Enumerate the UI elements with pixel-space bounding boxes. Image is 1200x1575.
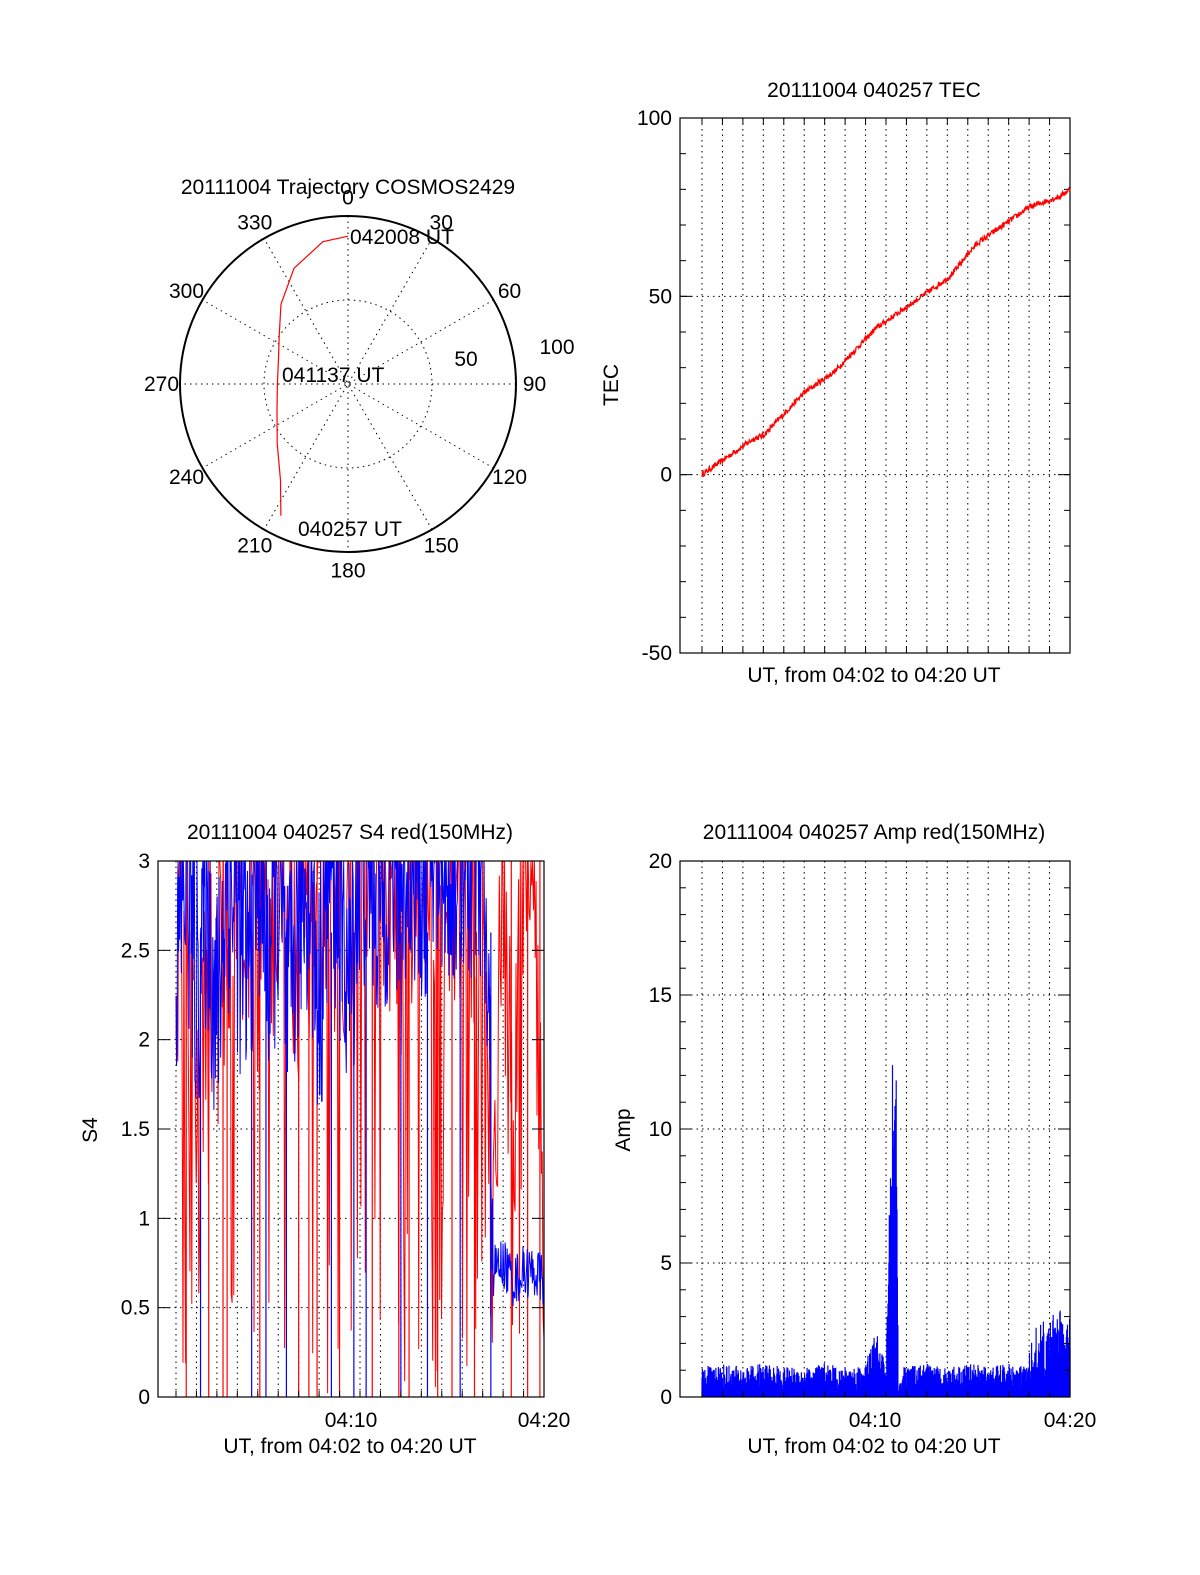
tec-panel: 20111004 040257 TEC -50 0 50 100 TEC UT, fr… <box>600 79 1071 687</box>
xtick-label: 04:10 <box>325 1409 378 1432</box>
tec-ticks <box>680 117 1071 654</box>
s4-ytick-labels: 0 0.5 1 1.5 2 2.5 3 <box>121 850 150 1409</box>
ytick-label: 15 <box>649 984 672 1007</box>
s4-xlabel: UT, from 04:02 to 04:20 UT <box>223 1435 476 1458</box>
tec-grid <box>680 118 1070 653</box>
polar-outer-circle <box>179 215 517 553</box>
ytick-label: 10 <box>649 1118 672 1141</box>
polar-annotation: 041137 UT <box>282 364 385 387</box>
polar-azimuth-label: 0 <box>342 187 354 210</box>
s4-xtick-labels: 04:10 04:20 <box>325 1409 571 1432</box>
polar-trajectory-line <box>276 235 349 516</box>
ytick-label: 0 <box>138 1386 150 1409</box>
ytick-label: 1.5 <box>121 1118 150 1141</box>
xtick-label: 04:10 <box>849 1409 902 1432</box>
polar-title: 20111004 Trajectory COSMOS2429 <box>181 176 515 199</box>
polar-azimuth-label: 210 <box>237 534 272 557</box>
polar-azimuth-label: 240 <box>169 466 204 489</box>
s4-panel: 20111004 040257 S4 red(150MHz) 0 0.5 1 1.5 2… <box>79 821 570 1458</box>
ytick-label: -50 <box>642 642 672 665</box>
polar-annotation: 042008 UT <box>350 226 454 249</box>
amp-grid <box>680 861 1070 1397</box>
polar-azimuth-label: 300 <box>169 280 204 303</box>
polar-azimuth-label: 180 <box>330 559 365 582</box>
polar-radial-labels: 50 100 <box>454 336 574 371</box>
s4-title: 20111004 040257 S4 red(150MHz) <box>187 821 513 844</box>
xtick-label: 04:20 <box>518 1409 571 1432</box>
polar-annotation: 040257 UT <box>298 518 402 541</box>
polar-annotations: 042008 UT 041137 UT 040257 UT <box>282 226 454 541</box>
tec-frame <box>679 117 1071 654</box>
polar-azimuth-label: 150 <box>424 534 459 557</box>
ytick-label: 0.5 <box>121 1297 150 1320</box>
tec-xlabel: UT, from 04:02 to 04:20 UT <box>747 664 1000 687</box>
polar-spoke <box>202 299 494 469</box>
amp-xtick-labels: 04:10 04:20 <box>849 1409 1097 1432</box>
ytick-label: 50 <box>649 285 672 308</box>
polar-ring <box>263 299 433 469</box>
polar-grid <box>180 216 516 552</box>
s4-ticks <box>158 860 545 1398</box>
amp-ytick-labels: 0 5 10 15 20 <box>649 850 672 1409</box>
polar-azimuth-label: 270 <box>144 373 179 396</box>
amp-title: 20111004 040257 Amp red(150MHz) <box>703 821 1045 844</box>
ytick-label: 0 <box>660 1386 672 1409</box>
polar-spoke <box>263 238 433 530</box>
ytick-label: 100 <box>637 107 672 130</box>
polar-azimuth-label: 30 <box>430 212 453 235</box>
polar-panel: 20111004 Trajectory COSMOS2429 0 30 60 90 12… <box>144 176 575 582</box>
s4-series <box>175 860 545 1397</box>
polar-radial-label: 50 <box>454 348 477 371</box>
ytick-label: 2.5 <box>121 939 150 962</box>
tec-ytick-labels: -50 0 50 100 <box>637 107 672 665</box>
amp-ylabel: Amp <box>612 1108 635 1151</box>
ytick-label: 3 <box>138 850 150 873</box>
amp-panel: 20111004 040257 Amp red(150MHz) 0 5 10 15 20… <box>612 821 1096 1458</box>
polar-spoke <box>263 238 433 530</box>
polar-azimuth-label: 120 <box>492 466 527 489</box>
polar-spoke <box>202 299 494 469</box>
ytick-label: 0 <box>660 464 672 487</box>
amp-xlabel: UT, from 04:02 to 04:20 UT <box>747 1435 1000 1458</box>
ytick-label: 5 <box>660 1252 672 1275</box>
tec-line <box>701 186 1071 478</box>
amp-ticks <box>680 860 1071 1398</box>
polar-azimuth-label: 90 <box>523 373 546 396</box>
polar-azimuth-label: 330 <box>237 212 272 235</box>
ytick-label: 2 <box>138 1029 150 1052</box>
s4-ylabel: S4 <box>79 1117 102 1143</box>
polar-azimuth-labels: 0 30 60 90 120 150 180 210 240 270 300 330 <box>144 187 546 583</box>
ytick-label: 20 <box>649 850 672 873</box>
ytick-label: 1 <box>138 1207 150 1230</box>
xtick-label: 04:20 <box>1044 1409 1097 1432</box>
tec-ylabel: TEC <box>600 364 623 406</box>
polar-azimuth-label: 60 <box>498 280 521 303</box>
tec-title: 20111004 040257 TEC <box>767 79 981 102</box>
polar-radial-label: 100 <box>539 336 574 359</box>
